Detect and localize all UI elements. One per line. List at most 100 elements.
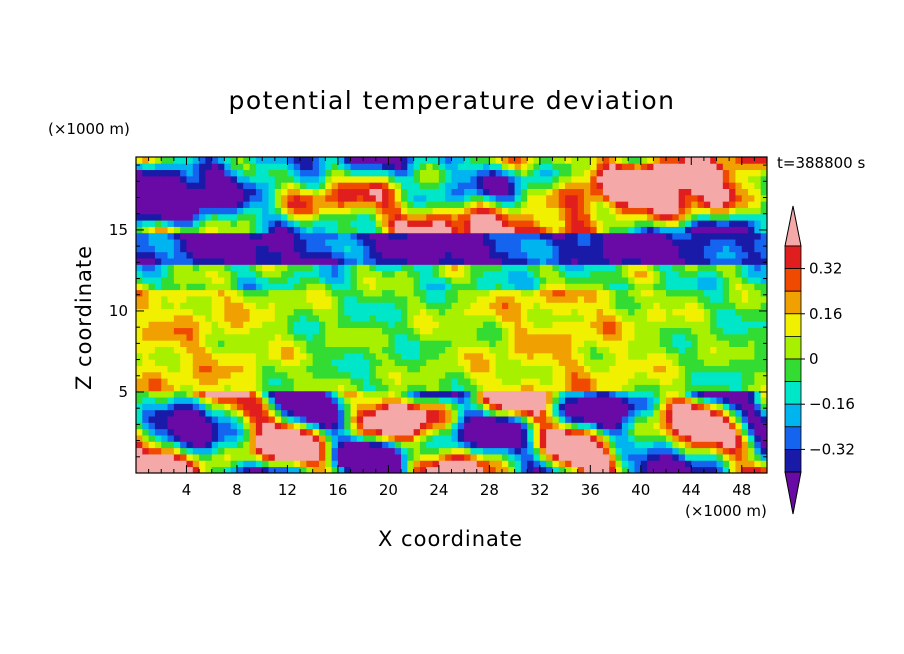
field-cell [262,441,269,449]
field-cell [729,441,736,449]
field-cell [281,220,288,227]
field-cell [470,321,478,329]
field-cell [634,302,642,310]
field-cell [312,157,320,164]
field-cell [312,378,320,385]
field-cell [584,435,591,442]
field-cell [375,384,383,392]
field-cell [476,232,484,240]
field-cell [590,283,598,291]
field-cell [363,270,370,278]
field-cell [539,460,547,468]
field-cell [546,207,553,215]
field-cell [388,270,396,278]
field-cell [218,315,225,322]
field-cell [230,188,238,196]
field-cell [262,308,269,316]
field-cell [180,296,187,303]
field-cell [419,245,427,253]
field-cell [375,258,383,265]
field-cell [205,416,213,423]
field-cell [514,201,522,208]
field-cell [527,346,534,354]
field-cell [451,239,459,246]
field-cell [382,289,389,297]
field-cell [419,352,427,360]
field-cell [621,428,629,436]
field-cell [710,220,717,227]
field-cell [748,302,755,310]
field-cell [527,182,534,189]
field-cell [615,194,623,202]
field-cell [596,454,604,461]
field-cell [312,359,320,366]
field-cell [413,447,421,455]
field-cell [388,409,396,417]
field-cell [710,226,717,234]
field-cell [344,258,351,265]
field-cell [287,327,295,335]
field-cell [703,182,711,189]
field-cell [192,384,200,392]
field-cell [508,220,515,227]
field-cell [199,283,206,291]
field-cell [590,182,598,189]
field-cell [691,321,698,329]
field-cell [199,454,206,461]
field-cell [363,327,370,335]
field-cell [375,220,383,227]
field-cell [375,175,383,183]
field-cell [697,232,705,240]
field-cell [602,232,610,240]
field-cell [136,321,143,329]
field-cell [565,409,572,417]
field-cell [697,302,705,310]
field-cell [457,435,465,442]
field-cell [312,289,320,297]
field-cell [218,289,225,297]
field-cell [716,308,724,316]
field-cell [255,182,263,189]
field-cell [413,213,421,221]
field-cell [754,194,762,202]
field-cell [438,207,446,215]
field-cell [634,201,642,208]
field-cell [369,232,377,240]
field-cell [735,157,743,164]
field-cell [729,270,736,278]
field-cell [243,447,250,455]
field-cell [356,277,364,284]
field-cell [255,460,263,468]
field-cell [375,251,383,259]
field-cell [546,232,553,240]
field-cell [142,403,150,411]
field-cell [565,207,572,215]
field-cell [243,352,250,360]
field-cell [495,264,503,272]
field-cell [508,182,515,189]
field-cell [748,416,755,423]
field-cell [483,359,490,366]
field-cell [382,258,389,265]
field-cell [508,466,515,473]
field-cell [394,207,402,215]
field-cell [558,251,566,259]
field-cell [476,422,484,430]
field-cell [142,409,150,417]
field-cell [470,371,478,379]
field-cell [577,302,585,310]
field-cell [527,277,534,284]
field-cell [350,302,358,310]
field-cell [312,302,320,310]
field-cell [394,327,402,335]
field-cell [596,258,604,265]
field-cell [268,182,276,189]
field-cell [571,416,579,423]
field-cell [577,157,585,164]
field-cell [262,188,269,196]
field-cell [647,397,654,404]
field-cell [666,422,673,430]
field-cell [754,346,762,354]
field-cell [161,352,168,360]
field-cell [199,188,206,196]
